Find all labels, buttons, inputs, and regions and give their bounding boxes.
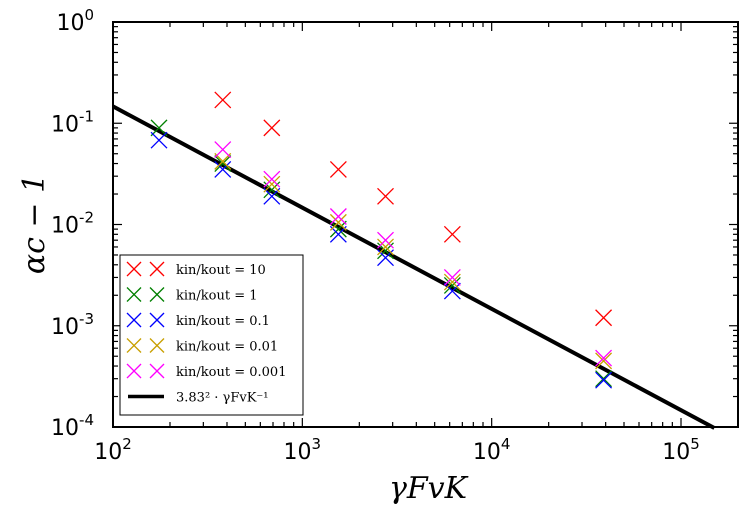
x-tick-label-base: 10 — [473, 440, 501, 465]
data-point — [595, 352, 613, 370]
x-tick-label-base: 10 — [94, 440, 122, 465]
legend: kin/kout = 10 kin/kout = 1 kin/kout = 0.1 k… — [119, 254, 304, 416]
legend-box — [119, 254, 304, 416]
data-point — [443, 282, 461, 300]
data-point — [595, 370, 613, 388]
legend-marker — [149, 312, 165, 328]
data-point — [377, 231, 394, 249]
data-point — [150, 119, 168, 137]
y-tick-label-exponent: -2 — [79, 209, 94, 227]
legend-marker — [149, 363, 165, 379]
data-point — [443, 276, 461, 294]
legend-label: kin/kout = 10 — [176, 263, 266, 278]
y-tick-label-base: 10 — [51, 214, 79, 239]
x-tick-label-exponent: 3 — [312, 435, 322, 453]
data-point — [214, 160, 232, 178]
y-tick-label-base: 10 — [51, 112, 79, 137]
legend-marker — [149, 287, 165, 302]
data-point — [329, 220, 347, 238]
data-point — [595, 309, 613, 327]
y-tick-label-exponent: -3 — [79, 310, 94, 328]
data-point — [595, 371, 613, 389]
fit-line — [112, 104, 716, 430]
y-tick-label-base: 10 — [51, 416, 79, 441]
data-point — [377, 238, 394, 256]
x-tick-label-base: 10 — [662, 440, 690, 465]
data-point — [329, 208, 347, 225]
data-point — [214, 155, 232, 173]
x-tick-label-exponent: 2 — [122, 435, 132, 453]
legend-marker — [126, 363, 142, 379]
legend-marker — [149, 261, 165, 277]
data-point — [443, 225, 461, 243]
data-point — [214, 91, 232, 109]
data-point — [329, 160, 347, 178]
y-tick-label-exponent: 0 — [84, 6, 94, 24]
data-point — [263, 175, 281, 193]
legend-marker — [126, 312, 142, 328]
x-tick-label: 105 — [662, 435, 700, 465]
x-tick-label: 104 — [473, 435, 511, 465]
y-tick-label-base: 10 — [51, 315, 79, 340]
y-tick-label: 100 — [56, 6, 94, 36]
x-tick-label-exponent: 5 — [690, 435, 700, 453]
legend-label: kin/kout = 1 — [176, 289, 258, 304]
legend-marker — [126, 338, 142, 353]
data-point — [329, 225, 347, 243]
legend-marker — [126, 261, 142, 277]
data-point — [214, 141, 232, 158]
legend-label: kin/kout = 0.001 — [176, 365, 286, 380]
y-tick-label: 10-1 — [51, 107, 94, 137]
y-axis-label: αc − 1 — [17, 174, 52, 274]
points-layer — [150, 91, 613, 389]
legend-marker — [149, 338, 165, 353]
y-tick-label-base: 10 — [56, 11, 84, 36]
data-point — [214, 152, 232, 170]
data-point — [443, 273, 461, 291]
data-point — [263, 119, 281, 137]
y-tick-label-exponent: -4 — [79, 411, 94, 429]
legend-label-fit: 3.83² · γFvK⁻¹ — [176, 391, 268, 406]
data-point — [377, 187, 394, 205]
x-tick-label: 103 — [284, 435, 322, 465]
x-tick-label-base: 10 — [284, 440, 312, 465]
data-point — [595, 349, 613, 367]
x-axis-label: γFvK — [389, 471, 469, 506]
data-point — [263, 187, 281, 205]
legend-label: kin/kout = 0.01 — [176, 340, 278, 355]
y-tick-label: 10-4 — [51, 411, 94, 441]
y-tick-label: 10-3 — [51, 310, 94, 340]
y-tick-label: 10-2 — [51, 209, 94, 239]
fit-line-layer — [112, 104, 716, 430]
legend-marker — [126, 287, 142, 302]
plot-frame — [112, 21, 739, 428]
data-point — [150, 131, 168, 149]
x-tick-label-exponent: 4 — [501, 435, 511, 453]
data-point — [263, 170, 281, 188]
data-point — [443, 268, 461, 286]
data-point — [329, 213, 347, 231]
legend-label: kin/kout = 0.1 — [176, 314, 270, 329]
x-tick-label: 102 — [94, 435, 132, 465]
y-tick-label-exponent: -1 — [79, 107, 94, 125]
